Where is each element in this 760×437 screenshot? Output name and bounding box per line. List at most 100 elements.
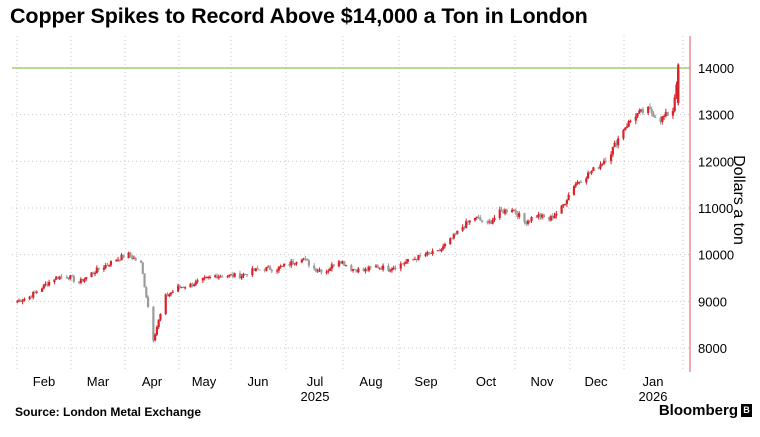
candle-body	[93, 273, 97, 275]
candle-body	[78, 281, 81, 283]
candle-body	[452, 233, 455, 239]
candle-body	[157, 319, 160, 328]
candle-body	[613, 142, 616, 148]
candle-body	[30, 296, 33, 298]
y-tick-label: 14000	[698, 61, 734, 76]
bloomberg-mark-icon: B	[741, 404, 752, 417]
candle-body	[60, 276, 63, 278]
candle-body	[166, 294, 169, 297]
candle-body	[505, 209, 508, 213]
candle-body	[169, 292, 173, 295]
candle-body	[528, 220, 531, 222]
candle-body	[56, 276, 60, 280]
y-tick-label: 9000	[698, 294, 727, 309]
candle-body	[23, 298, 26, 301]
candle-body	[90, 272, 93, 278]
candle-body	[118, 259, 121, 261]
candle-body	[178, 285, 181, 288]
candle-body	[555, 213, 558, 216]
candle-body	[426, 252, 429, 255]
candle-body	[244, 273, 247, 275]
candle-body	[92, 272, 95, 274]
candle-body	[139, 260, 143, 263]
candle-body	[390, 269, 394, 271]
x-tick-label: Nov	[530, 374, 554, 389]
candle-body	[85, 277, 88, 280]
candle-body	[625, 126, 629, 128]
candle-body	[624, 127, 627, 131]
candle-body	[191, 283, 194, 287]
candle-body	[374, 265, 378, 268]
x-tick-label: Sep	[414, 374, 437, 389]
candle-body	[541, 214, 544, 218]
candle-body	[523, 213, 526, 222]
candle-body	[69, 275, 72, 280]
candle-body	[48, 282, 51, 286]
candle-body	[475, 216, 478, 218]
candle-body	[332, 264, 335, 267]
candle-body	[549, 216, 553, 221]
candle-body	[320, 269, 323, 273]
candle-body	[109, 260, 113, 266]
candle-body	[302, 258, 305, 260]
candle-body	[461, 227, 464, 231]
y-tick-label: 12000	[698, 154, 734, 169]
candle-body	[97, 267, 100, 270]
candle-body	[221, 276, 224, 278]
candle-body	[480, 220, 484, 222]
candle-body	[122, 254, 125, 259]
candle-body	[134, 258, 137, 261]
candle-body	[141, 262, 144, 274]
candle-body	[500, 209, 503, 212]
candle-body	[238, 273, 242, 279]
candle-body	[203, 277, 206, 279]
candle-body	[413, 259, 417, 261]
candle-body	[277, 266, 280, 271]
candle-body	[503, 209, 507, 214]
candle-body	[42, 284, 45, 289]
candle-body	[240, 275, 243, 279]
candle-body	[233, 273, 236, 277]
candle-body	[55, 276, 58, 280]
candle-body	[283, 263, 286, 266]
candle-body	[182, 286, 185, 288]
candle-body	[565, 200, 568, 204]
candle-body	[230, 274, 233, 276]
candle-body	[341, 261, 344, 264]
candle-body	[127, 252, 130, 259]
candle-body	[387, 265, 390, 271]
x-tick-label: Mar	[87, 374, 110, 389]
candle-body	[263, 269, 266, 271]
candle-body	[602, 160, 606, 164]
candle-body	[399, 263, 402, 269]
source-note: Source: London Metal Exchange	[15, 405, 202, 419]
candle-body	[548, 217, 551, 221]
candle-body	[196, 280, 199, 282]
candle-body	[192, 284, 196, 287]
candle-body	[290, 261, 293, 266]
candle-body	[154, 334, 157, 341]
candle-body	[291, 261, 295, 264]
candle-body	[256, 268, 259, 270]
candle-body	[215, 275, 219, 279]
candle-body	[611, 147, 614, 155]
candle-body	[551, 216, 554, 219]
candle-body	[412, 259, 415, 261]
candle-body	[597, 167, 600, 169]
x-tick-label: Apr	[142, 374, 163, 389]
candle-body	[83, 279, 86, 282]
candle-body	[65, 276, 68, 278]
candle-body	[339, 261, 342, 264]
candle-body	[664, 111, 667, 117]
candle-body	[463, 227, 466, 229]
candle-body	[578, 181, 581, 183]
y-tick-label: 8000	[698, 341, 727, 356]
candle-body	[328, 268, 332, 271]
candle-body	[567, 194, 570, 201]
candle-body	[574, 183, 577, 187]
candle-body	[419, 255, 422, 257]
candle-body	[104, 265, 107, 268]
x-tick-label: Feb	[33, 374, 55, 389]
candle-body	[53, 279, 56, 283]
candle-body	[275, 270, 279, 272]
